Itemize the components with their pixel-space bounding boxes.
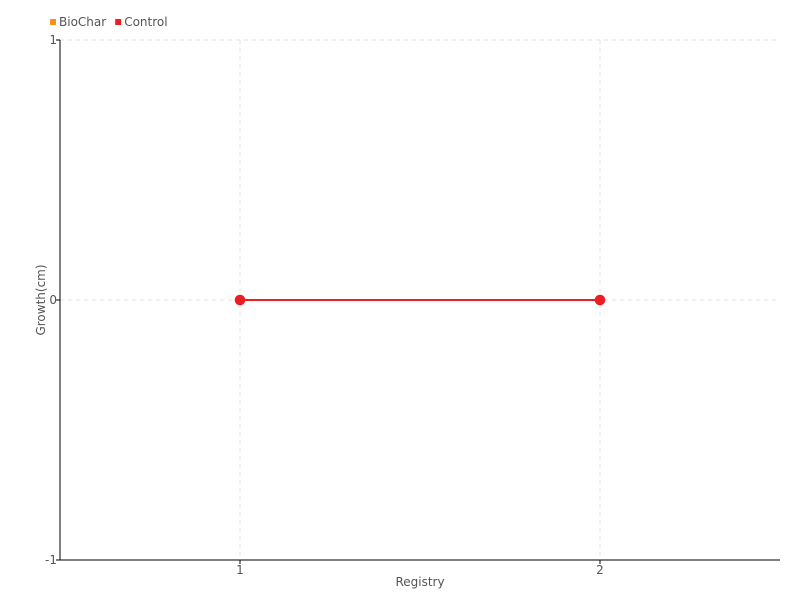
- y-tick-label: 1: [49, 33, 57, 47]
- legend-label-biochar: BioChar: [59, 15, 106, 29]
- data-point-control: [594, 294, 606, 306]
- x-tick-label: 1: [236, 563, 244, 577]
- data-point-control: [234, 294, 246, 306]
- legend-swatch-control: [115, 19, 122, 25]
- legend-swatch-biochar: [50, 19, 56, 25]
- y-axis-label: Growth(cm): [34, 264, 48, 335]
- legend-label-control: Control: [124, 15, 167, 29]
- x-tick-label: 2: [596, 563, 604, 577]
- y-tick-label: -1: [45, 553, 57, 567]
- y-tick-label: 0: [49, 293, 57, 307]
- x-axis-label: Registry: [395, 575, 444, 589]
